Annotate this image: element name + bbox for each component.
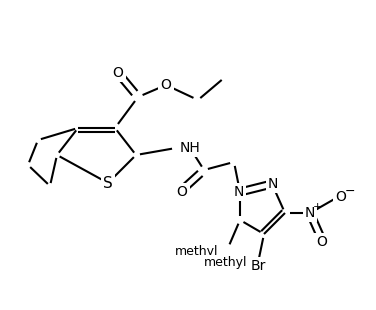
Text: O: O [317,235,327,249]
Text: methyl: methyl [174,246,218,259]
Text: −: − [345,184,355,197]
Text: N: N [305,206,315,220]
Text: methyl: methyl [204,256,248,269]
Text: +: + [312,202,322,212]
Text: S: S [103,175,113,191]
Text: O: O [161,78,171,92]
Text: Br: Br [250,259,266,273]
Text: O: O [112,66,123,80]
Text: O: O [177,185,188,199]
Text: N: N [268,177,278,191]
Text: NH: NH [180,141,201,155]
Text: N: N [234,185,244,199]
Text: O: O [335,190,346,204]
